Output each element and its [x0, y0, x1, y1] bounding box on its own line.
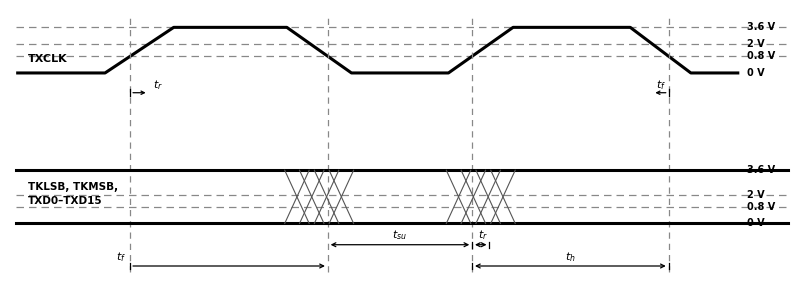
- Text: 0 V: 0 V: [747, 68, 765, 78]
- Text: 0 V: 0 V: [747, 219, 765, 228]
- Text: $t_f$: $t_f$: [116, 250, 126, 264]
- Text: 0.8 V: 0.8 V: [747, 51, 776, 61]
- Text: $t_h$: $t_h$: [565, 250, 576, 264]
- Text: $t_{su}$: $t_{su}$: [393, 229, 407, 242]
- Text: 3.6 V: 3.6 V: [747, 22, 776, 32]
- Text: TKLSB, TKMSB,
TXD0–TXD15: TKLSB, TKMSB, TXD0–TXD15: [28, 182, 119, 206]
- Text: $t_f$: $t_f$: [656, 78, 667, 92]
- Text: 3.6 V: 3.6 V: [747, 165, 776, 175]
- Text: TXCLK: TXCLK: [28, 54, 68, 64]
- Text: $t_r$: $t_r$: [154, 78, 163, 92]
- Text: 0.8 V: 0.8 V: [747, 202, 776, 212]
- Text: 2 V: 2 V: [747, 39, 765, 49]
- Text: $t_r$: $t_r$: [478, 229, 488, 242]
- Text: 2 V: 2 V: [747, 190, 765, 199]
